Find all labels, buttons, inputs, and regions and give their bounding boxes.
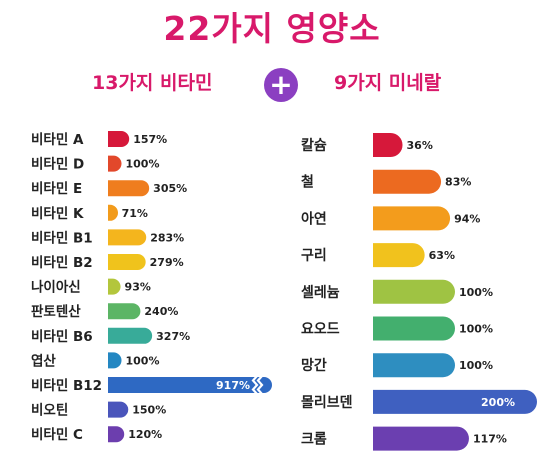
- mineral-bar: [373, 353, 455, 378]
- vitamin-category-label: 나이아신: [31, 279, 81, 296]
- page-title: 22가지 영양소: [163, 9, 381, 48]
- vitamin-data-label: 240%: [144, 305, 178, 318]
- mineral-data-label: 200%: [481, 396, 515, 409]
- mineral-bar: [373, 243, 425, 268]
- mineral-category-label: 아연: [301, 210, 327, 227]
- vitamin-bar: [108, 204, 118, 221]
- vitamin-category-label: 비오틴: [31, 402, 68, 419]
- mineral-category-label: 칼슘: [301, 138, 327, 154]
- axis-break-mark: [256, 375, 264, 395]
- mineral-category-label: 셀레늄: [301, 285, 340, 301]
- vitamins-header: 13가지 비타민: [92, 72, 213, 94]
- vitamin-category-label: 비타민 E: [31, 180, 82, 197]
- vitamin-data-label: 157%: [133, 133, 167, 146]
- mineral-category-label: 망간: [301, 357, 327, 374]
- vitamin-bar: [108, 327, 153, 344]
- mineral-bar: [373, 389, 537, 414]
- plus-icon: +: [264, 68, 298, 102]
- mineral-data-label: 94%: [454, 212, 480, 225]
- vitamin-category-label: 비타민 A: [31, 131, 84, 148]
- mineral-category-label: 요오드: [301, 322, 340, 338]
- vitamin-category-label: 비타민 B6: [31, 328, 93, 345]
- mineral-bar: [373, 279, 455, 304]
- axis-break-mark: [251, 375, 259, 395]
- mineral-data-label: 83%: [445, 176, 471, 189]
- mineral-bar: [373, 133, 403, 157]
- vitamin-category-label: 비타민 K: [31, 205, 84, 222]
- mineral-data-label: 100%: [459, 286, 493, 299]
- mineral-data-label: 100%: [459, 359, 493, 372]
- vitamin-data-label: 93%: [125, 281, 151, 294]
- mineral-category-label: 크롬: [301, 432, 327, 448]
- vitamin-category-label: 비타민 B12: [31, 377, 102, 394]
- vitamin-category-label: 판토텐산: [31, 303, 81, 320]
- vitamin-data-label: 305%: [153, 182, 187, 195]
- mineral-category-label: 구리: [301, 248, 327, 264]
- vitamin-category-label: 비타민 D: [31, 156, 84, 173]
- mineral-bar: [373, 169, 442, 194]
- vitamin-bar: [108, 229, 147, 246]
- vitamin-data-label: 283%: [150, 231, 184, 244]
- mineral-data-label: 117%: [473, 433, 507, 446]
- vitamin-data-label: 917%: [216, 379, 250, 392]
- vitamin-data-label: 100%: [126, 354, 160, 367]
- vitamin-data-label: 71%: [122, 207, 148, 220]
- mineral-data-label: 100%: [459, 323, 493, 336]
- vitamin-category-label: 엽산: [31, 352, 56, 369]
- vitamin-bar: [108, 401, 129, 418]
- vitamin-bar: [108, 426, 125, 443]
- vitamin-bar: [108, 352, 122, 369]
- mineral-data-label: 36%: [407, 139, 433, 152]
- vitamin-bar: [108, 155, 122, 172]
- vitamin-data-label: 150%: [132, 404, 166, 417]
- vitamin-data-label: 120%: [128, 428, 162, 441]
- mineral-category-label: 몰리브덴: [301, 395, 353, 411]
- mineral-bar: [373, 206, 451, 231]
- vitamin-bar: [108, 303, 141, 320]
- minerals-header: 9가지 미네랄: [334, 72, 442, 94]
- mineral-bar: [373, 426, 469, 451]
- vitamin-category-label: 비타민 C: [31, 426, 83, 443]
- vitamin-bar: [108, 254, 146, 270]
- mineral-category-label: 철: [301, 175, 314, 191]
- vitamin-category-label: 비타민 B1: [31, 229, 93, 246]
- vitamin-data-label: 327%: [156, 330, 190, 343]
- vitamin-data-label: 279%: [150, 256, 184, 269]
- vitamin-bar: [108, 131, 130, 147]
- vitamin-category-label: 비타민 B2: [31, 254, 93, 271]
- vitamin-bar: [108, 377, 272, 393]
- vitamin-data-label: 100%: [126, 158, 160, 171]
- vitamin-bar: [108, 180, 150, 197]
- mineral-data-label: 63%: [429, 249, 455, 262]
- mineral-bar: [373, 316, 455, 341]
- vitamin-bar: [108, 278, 121, 295]
